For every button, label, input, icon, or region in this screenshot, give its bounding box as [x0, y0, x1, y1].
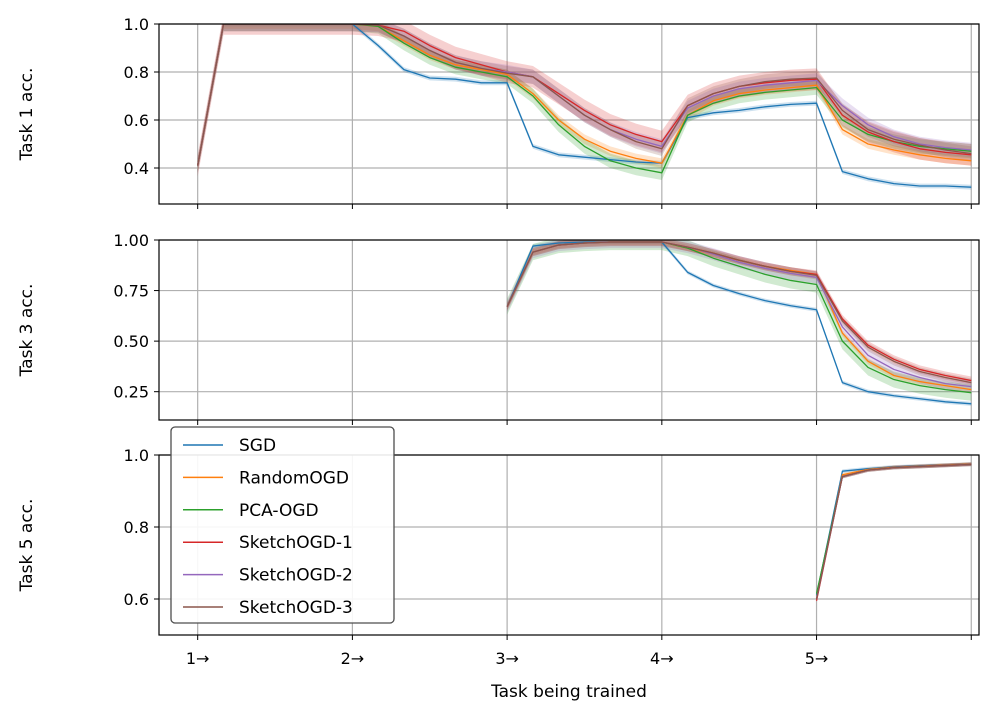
y-axis-label: Task 3 acc.: [17, 284, 37, 378]
band-sketchogd-1: [197, 24, 972, 177]
line-sketchogd-3: [815, 463, 972, 600]
line-sgd: [815, 463, 972, 596]
x-tick-label: 3→: [495, 649, 519, 668]
x-tick-label: 5→: [805, 649, 829, 668]
y-axis-label: Task 1 acc.: [17, 68, 37, 162]
axes-frame: [158, 239, 980, 421]
y-tick-label: 1.0: [124, 446, 149, 465]
line-pca-ogd: [197, 24, 972, 174]
y-tick-label: 0.8: [124, 63, 149, 82]
x-tick-label: 4→: [650, 649, 674, 668]
line-sgd: [506, 241, 972, 405]
band-pca-ogd: [197, 24, 972, 180]
legend-label: PCA-OGD: [239, 501, 319, 521]
y-tick-label: 0.75: [113, 282, 149, 301]
axes-frame: [158, 454, 980, 636]
band-sketchogd-2: [507, 240, 972, 393]
y-tick-label: 0.4: [124, 159, 149, 178]
band-pca-ogd: [507, 240, 972, 401]
y-tick-label: 0.6: [124, 590, 149, 609]
x-tick-label: 2→: [341, 649, 365, 668]
legend-label: RandomOGD: [239, 468, 349, 488]
x-axis-label: Task being trained: [490, 682, 647, 702]
y-axis-label: Task 5 acc.: [17, 499, 37, 593]
panel-2: 0.25 0.50 0.75 1.00 Task 3 acc.: [17, 231, 980, 425]
x-tick-label: 1→: [186, 649, 210, 668]
y-tick-label: 1.0: [124, 15, 149, 34]
band-randomogd: [197, 24, 972, 171]
band-sketchogd-3: [507, 240, 972, 387]
line-sketchogd-3: [506, 241, 972, 384]
legend-label: SketchOGD-3: [239, 598, 353, 618]
y-tick-label: 0.50: [113, 332, 149, 351]
axes-frame: [158, 23, 980, 205]
y-tick-label: 1.00: [113, 231, 149, 250]
line-sketchogd-1: [197, 24, 972, 166]
y-tick-label: 0.8: [124, 518, 149, 537]
legend: SGD RandomOGD PCA-OGD SketchOGD-1 SketchOGD-…: [170, 426, 395, 624]
line-sketchogd-3: [197, 24, 972, 166]
y-tick-label: 0.25: [113, 383, 149, 402]
panel-3: 1→ 2→ 3→ 4→ 5→ 0.6 0.8 1.0 Task 5 acc.: [17, 446, 980, 668]
legend-label: SketchOGD-1: [239, 533, 353, 553]
panel-1: 0.4 0.6 0.8 1.0 Task 1 acc.: [17, 15, 980, 209]
y-tick-label: 0.6: [124, 111, 149, 130]
legend-label: SGD: [239, 436, 276, 456]
line-sgd: [197, 24, 972, 188]
legend-label: SketchOGD-2: [239, 566, 353, 586]
band-sgd: [197, 24, 972, 190]
legend-frame: [170, 426, 395, 624]
line-randomogd: [197, 24, 972, 166]
